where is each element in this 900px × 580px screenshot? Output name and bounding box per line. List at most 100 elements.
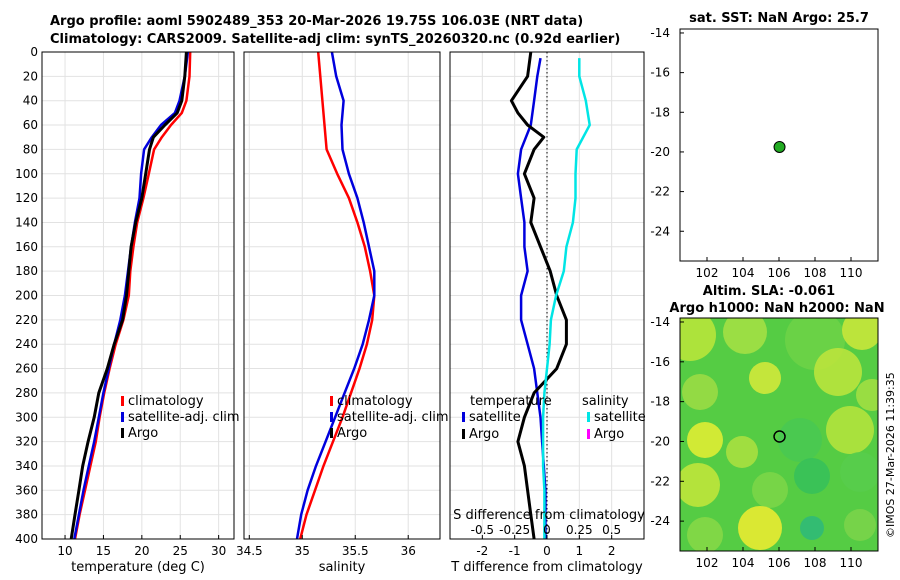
temperature-xtick-label: 10 (57, 544, 72, 558)
temperature-frame (41, 51, 235, 540)
difference-series-temperature-argo (509, 51, 568, 540)
sst-map-title: sat. SST: NaN Argo: 25.7 (689, 11, 869, 26)
altimetry-blob (687, 422, 723, 458)
difference-xtick-label: -1 (509, 544, 521, 558)
depth-tick-label: 400 (15, 532, 38, 546)
salinity-axis-label: salinity (319, 560, 366, 575)
difference-xtick-label: 2 (608, 544, 616, 558)
sst-map-xtick-label: 108 (804, 266, 827, 280)
depth-tick-label: 320 (15, 435, 38, 449)
depth-tick-label: 40 (23, 94, 38, 108)
figure-title-line2: Climatology: CARS2009. Satellite-adj cli… (50, 32, 621, 47)
difference-s-tick-label: -0.5 (471, 523, 494, 537)
altimetry-argo-point (773, 430, 786, 443)
altimetry-map-xtick-label: 102 (696, 556, 719, 570)
depth-tick-label: 160 (15, 240, 38, 254)
altimetry-blob (794, 458, 830, 494)
temperature-xtick-label: 15 (96, 544, 111, 558)
temperature-legend-swatch (121, 412, 124, 422)
difference-s-tick-label: 0.5 (602, 523, 621, 537)
sst-map-xtick-label: 106 (768, 266, 791, 280)
temperature-xtick-label: 30 (211, 544, 226, 558)
depth-tick-label: 340 (15, 459, 38, 473)
figure-title-line1: Argo profile: aoml 5902489_353 20-Mar-20… (50, 14, 584, 29)
depth-tick-label: 100 (15, 167, 38, 181)
altimetry-map-xtick-label: 108 (804, 556, 827, 570)
altimetry-blob (840, 452, 878, 492)
depth-tick-label: 180 (15, 264, 38, 278)
altimetry-blob (844, 509, 876, 541)
altimetry-blob (752, 472, 788, 508)
depth-tick-label: 0 (30, 45, 38, 59)
difference-xtick-label: -2 (476, 544, 488, 558)
sst-map-ytick-label: -16 (650, 66, 670, 80)
salinity-legend-label: climatology (337, 394, 413, 409)
altimetry-title-line1: Altim. SLA: -0.061 (703, 284, 835, 299)
sst-map-ytick-label: -22 (650, 185, 670, 199)
altimetry-blob (680, 318, 716, 361)
altimetry-blob (826, 406, 874, 454)
depth-tick-label: 280 (15, 386, 38, 400)
difference-frame (449, 51, 645, 540)
difference-xtick-label: 1 (576, 544, 584, 558)
altimetry-blob (726, 436, 758, 468)
difference-s-tick-label: -0.25 (499, 523, 530, 537)
depth-tick-label: 240 (15, 337, 38, 351)
salinity-legend-swatch (330, 396, 333, 406)
temperature-legend-label: climatology (128, 394, 204, 409)
altimetry-map-xtick-label: 104 (732, 556, 755, 570)
difference-xtick-label: 0 (543, 544, 551, 558)
temperature-series-argo (69, 51, 188, 540)
difference-s-axis-label: S difference from climatology (453, 508, 645, 523)
temperature-legend-label: satellite-adj. clim (128, 410, 240, 425)
difference-legend-swatch (587, 412, 590, 422)
salinity-xtick-label: 35 (295, 544, 310, 558)
depth-tick-label: 300 (15, 410, 38, 424)
depth-tick-label: 20 (23, 69, 38, 83)
temperature-legend-swatch (121, 428, 124, 438)
depth-tick-label: 80 (23, 142, 38, 156)
depth-tick-label: 360 (15, 483, 38, 497)
altimetry-map-ytick-label: -24 (650, 514, 670, 528)
salinity-xtick-label: 36 (401, 544, 416, 558)
altimetry-blob (778, 418, 822, 462)
temperature-xtick-label: 20 (134, 544, 149, 558)
temperature-legend-swatch (121, 396, 124, 406)
altimetry-title-line2: Argo h1000: NaN h2000: NaN (669, 301, 884, 316)
difference-legend-label: satellite (469, 410, 521, 425)
difference-s-tick-label: 0 (543, 523, 551, 537)
salinity-xtick-label: 34.5 (236, 544, 263, 558)
salinity-legend-swatch (330, 428, 333, 438)
altimetry-blob (749, 362, 781, 394)
temperature-legend-label: Argo (128, 426, 158, 441)
altimetry-map-ytick-label: -20 (650, 434, 670, 448)
difference-legend-label: satellite (594, 410, 646, 425)
depth-tick-label: 220 (15, 313, 38, 327)
sst-map-ytick-label: -14 (650, 26, 670, 40)
depth-tick-label: 120 (15, 191, 38, 205)
altimetry-map-xtick-label: 106 (768, 556, 791, 570)
difference-t-axis-label: T difference from climatology (450, 560, 643, 575)
sst-map-ytick-label: -24 (650, 224, 670, 238)
sst-map-xtick-label: 110 (840, 266, 863, 280)
altimetry-blob (800, 516, 824, 540)
difference-legend-title-temperature: temperature (470, 394, 552, 409)
temperature-xtick-label: 25 (173, 544, 188, 558)
salinity-series-satellite-adj-clim (295, 51, 376, 540)
temperature-axis-label: temperature (deg C) (71, 560, 205, 575)
difference-s-tick-label: 0.25 (566, 523, 593, 537)
difference-legend-swatch (587, 429, 590, 439)
depth-tick-label: 200 (15, 289, 38, 303)
altimetry-map-ytick-label: -14 (650, 315, 670, 329)
sst-map-frame (679, 28, 879, 262)
difference-legend-swatch (462, 412, 465, 422)
salinity-frame (243, 51, 441, 540)
sst-map-xtick-label: 102 (696, 266, 719, 280)
difference-legend-swatch (462, 429, 465, 439)
sst-map-ytick-label: -20 (650, 145, 670, 159)
altimetry-map-frame (679, 317, 879, 552)
altimetry-blob (680, 463, 720, 507)
salinity-legend-swatch (330, 412, 333, 422)
altimetry-map-ytick-label: -16 (650, 355, 670, 369)
